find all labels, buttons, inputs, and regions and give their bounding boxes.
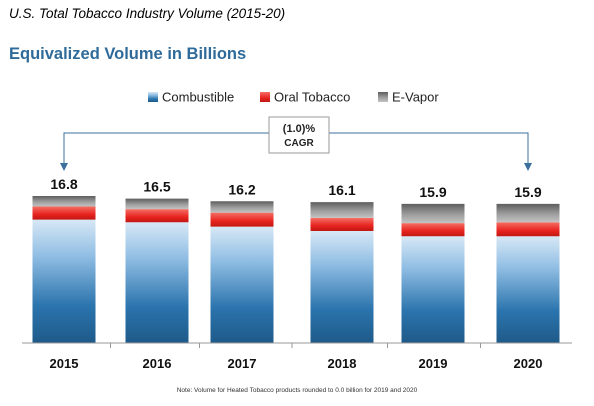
legend-label-e-vapor: E-Vapor xyxy=(392,90,439,105)
cagr-bracket-right xyxy=(329,132,529,165)
legend-swatch-combustible xyxy=(148,92,158,102)
bar-e-vapor-2017 xyxy=(210,201,274,213)
total-label-2016: 16.5 xyxy=(143,179,170,195)
bar-e-vapor-2020 xyxy=(496,203,560,223)
bar-oral-tobacco-2018 xyxy=(310,217,374,231)
bar-e-vapor-2015 xyxy=(32,196,96,207)
x-tick-label-2018: 2018 xyxy=(328,356,357,371)
cagr-value: (1.0)% xyxy=(283,123,316,135)
x-tick-label-2016: 2016 xyxy=(143,356,172,371)
bar-oral-tobacco-2016 xyxy=(125,209,189,223)
legend-swatch-oral-tobacco xyxy=(260,92,270,102)
bar-combustible-2019 xyxy=(401,236,465,343)
chart-subtitle: Equivalized Volume in Billions xyxy=(9,45,247,63)
cagr-arrow-left xyxy=(60,163,68,171)
bar-e-vapor-2016 xyxy=(125,198,189,210)
cagr-annotation xyxy=(60,116,532,171)
cagr-name: CAGR xyxy=(284,138,314,149)
bar-combustible-2020 xyxy=(496,236,560,343)
total-label-2017: 16.2 xyxy=(228,181,255,197)
cagr-box xyxy=(268,116,330,154)
bars-group: 16.8 2015 16.5 2016 16.2 2017 16.1 2018 15.9 2019… xyxy=(32,176,560,371)
cagr-bracket-left xyxy=(63,132,269,165)
legend-label-oral-tobacco: Oral Tobacco xyxy=(274,90,350,105)
legend-swatch-e-vapor xyxy=(378,92,388,102)
total-label-2015: 16.8 xyxy=(50,176,77,192)
total-label-2019: 15.9 xyxy=(419,184,446,200)
bar-e-vapor-2018 xyxy=(310,202,374,218)
bar-combustible-2015 xyxy=(32,219,96,343)
footnote: Note: Volume for Heated Tobacco products… xyxy=(176,387,418,394)
legend: Combustible Oral Tobacco E-Vapor xyxy=(148,90,439,105)
page-title: U.S. Total Tobacco Industry Volume (2015… xyxy=(9,6,286,21)
cagr-arrow-right xyxy=(524,163,532,171)
bar-oral-tobacco-2017 xyxy=(210,212,274,227)
total-label-2020: 15.9 xyxy=(514,184,541,200)
bar-e-vapor-2019 xyxy=(401,203,465,224)
bar-combustible-2016 xyxy=(125,222,189,343)
legend-label-combustible: Combustible xyxy=(162,90,234,105)
bar-oral-tobacco-2019 xyxy=(401,223,465,237)
bar-oral-tobacco-2020 xyxy=(496,222,560,237)
bar-oral-tobacco-2015 xyxy=(32,206,96,220)
x-tick-label-2019: 2019 xyxy=(419,356,448,371)
total-label-2018: 16.1 xyxy=(328,182,355,198)
x-tick-label-2015: 2015 xyxy=(50,356,79,371)
bar-combustible-2017 xyxy=(210,226,274,343)
bar-combustible-2018 xyxy=(310,231,374,343)
x-tick-label-2017: 2017 xyxy=(228,356,257,371)
x-tick-label-2020: 2020 xyxy=(514,356,543,371)
